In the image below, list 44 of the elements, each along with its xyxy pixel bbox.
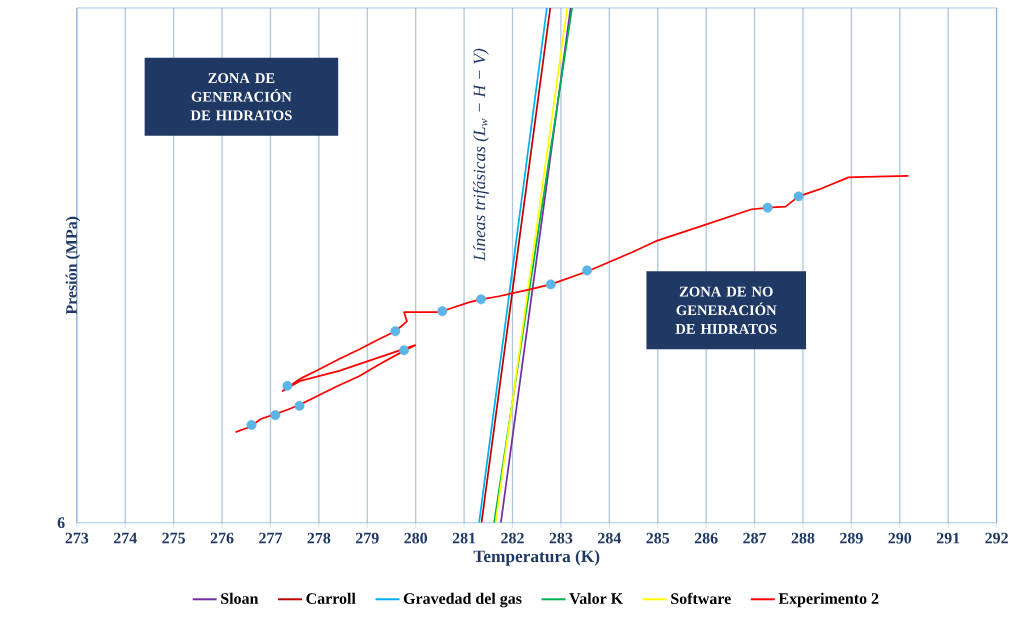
- x-tick-label: 282: [501, 532, 524, 544]
- point: [582, 265, 592, 276]
- point: [793, 191, 804, 202]
- x-axis-title: Temperatura (K): [473, 549, 600, 566]
- x-tick-label: 275: [162, 532, 186, 544]
- point: [545, 279, 556, 290]
- legend-label: Valor K: [569, 592, 623, 604]
- y-axis-title: Presión (MPa): [65, 216, 81, 315]
- x-tick-label: 285: [646, 532, 670, 544]
- legend-label: Gravedad del gas: [403, 592, 522, 608]
- point: [390, 326, 401, 336]
- x-tick-label: 281: [452, 532, 476, 544]
- annotation: ZONA DE GENERACIÓN DE HIDRATOS: [190, 72, 292, 121]
- x-tick-label: 277: [259, 532, 283, 544]
- point: [294, 400, 305, 411]
- x-tick-label: 274: [113, 532, 137, 544]
- x-tick-label: 287: [743, 532, 767, 544]
- x-tick-label: 278: [307, 532, 331, 544]
- point: [476, 294, 486, 305]
- point: [437, 306, 448, 316]
- x-tick-label: 284: [598, 532, 621, 544]
- point: [246, 419, 257, 430]
- x-tick-label: 286: [694, 532, 718, 544]
- x-tick-label: 273: [65, 532, 89, 544]
- point: [270, 409, 281, 420]
- x-tick-label: 290: [888, 532, 912, 544]
- x-tick-label: 283: [549, 532, 573, 544]
- x-tick-label: 289: [840, 532, 863, 544]
- x-tick-label: 276: [210, 532, 234, 544]
- legend-label: Sloan: [221, 592, 259, 604]
- legend-label: Experimento 2: [778, 592, 879, 607]
- x-tick-label: 288: [791, 532, 815, 544]
- point: [399, 345, 409, 355]
- point: [282, 380, 293, 391]
- x-tick-label: 291: [936, 532, 960, 544]
- legend-label: Software: [671, 592, 731, 604]
- x-tick-label: 292: [985, 532, 1008, 544]
- x-tick-label: 279: [355, 532, 379, 544]
- legend-label: Carroll: [306, 592, 356, 604]
- text: 6: [57, 517, 65, 528]
- x-tick-label: 280: [404, 532, 428, 544]
- point: [762, 202, 773, 213]
- annotation: ZONA DE NO GENERACIÓN DE HIDRATOS: [675, 286, 777, 334]
- annotation: Líneas trifásicas (L$_{w}$ − H − V): [472, 48, 489, 261]
